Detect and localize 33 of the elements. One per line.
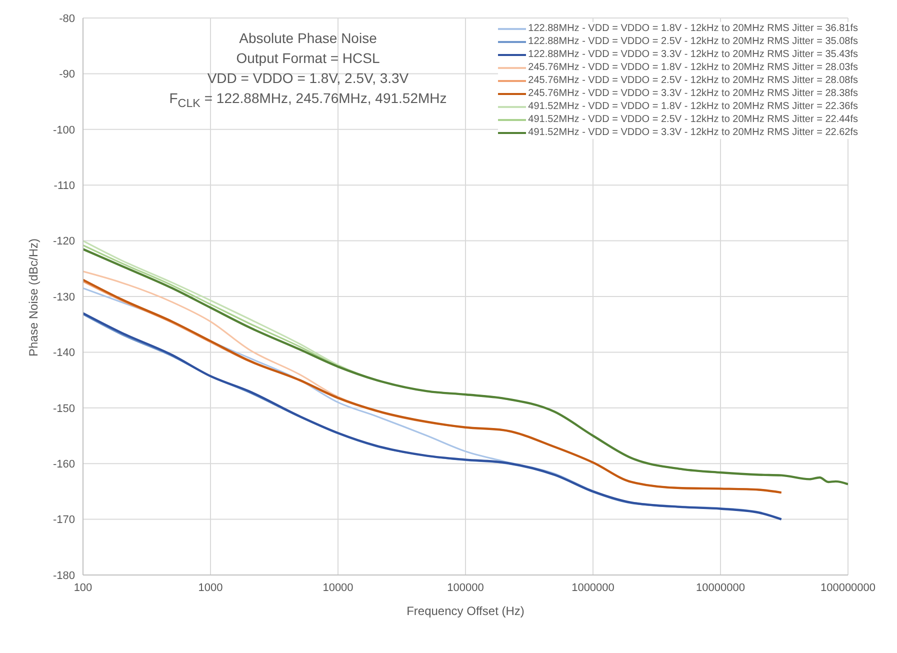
x-tick-label: 1000000 <box>572 582 614 594</box>
y-tick-label: -100 <box>52 124 75 136</box>
y-axis-title: Phase Noise (dBc/Hz) <box>26 238 40 356</box>
legend-label: 491.52MHz - VDD = VDDO = 1.8V - 12kHz to 20MHz RMS Jitter = 22.36fs <box>528 100 858 113</box>
text: Absolute Phase Noise <box>238 29 378 48</box>
legend-label: 491.52MHz - VDD = VDDO = 2.5V - 12kHz to 20MHz RMS Jitter = 22.44fs <box>528 113 858 126</box>
annotation: Output Format = HCSL <box>235 49 381 68</box>
y-tick-label: -150 <box>52 402 75 415</box>
y-tick-label: -110 <box>54 180 75 192</box>
y-tick-label: -170 <box>52 514 75 526</box>
y-tick-label: -160 <box>52 458 75 471</box>
legend-label: 122.88MHz - VDD = VDDO = 2.5V - 12kHz to 20MHz RMS Jitter = 35.08fs <box>528 35 858 48</box>
y-tick-label: -130 <box>52 291 75 304</box>
y-tick-label: -140 <box>52 347 75 360</box>
annotation: F$_{CLK}$ = 122.88MHz, 245.76MHz, 491.52MHz <box>168 89 448 112</box>
legend-label: 245.76MHz - VDD = VDDO = 2.5V - 12kHz to 20MHz RMS Jitter = 28.08fs <box>528 74 858 87</box>
legend-label: 245.76MHz - VDD = VDDO = 3.3V - 12kHz to 20MHz RMS Jitter = 28.38fs <box>528 87 858 100</box>
x-tick-label: 100000000 <box>820 582 876 594</box>
x-tick-label: 10000 <box>322 582 354 594</box>
legend-label: 245.76MHz - VDD = VDDO = 1.8V - 12kHz to 20MHz RMS Jitter = 28.03fs <box>528 61 858 74</box>
y-tick-label: -90 <box>59 68 75 81</box>
legend-label: 491.52MHz - VDD = VDDO = 3.3V - 12kHz to 20MHz RMS Jitter = 22.62fs <box>528 126 858 139</box>
x-tick-label: 100 <box>74 582 92 594</box>
x-tick-label: 100000 <box>447 582 484 594</box>
y-tick-label: -180 <box>52 570 75 582</box>
y-tick-label: -120 <box>52 236 75 248</box>
y-tick-label: -80 <box>59 12 75 25</box>
legend-label: 122.88MHz - VDD = VDDO = 1.8V - 12kHz to 20MHz RMS Jitter = 36.81fs <box>528 22 858 35</box>
x-tick-label: 1000 <box>198 582 223 594</box>
x-axis-title: Frequency Offset (Hz) <box>406 604 524 618</box>
legend-label: 122.88MHz - VDD = VDDO = 3.3V - 12kHz to 20MHz RMS Jitter = 35.43fs <box>528 48 858 61</box>
annotation: VDD = VDDO = 1.8V, 2.5V, 3.3V <box>206 69 410 88</box>
x-tick-label: 10000000 <box>696 582 745 594</box>
